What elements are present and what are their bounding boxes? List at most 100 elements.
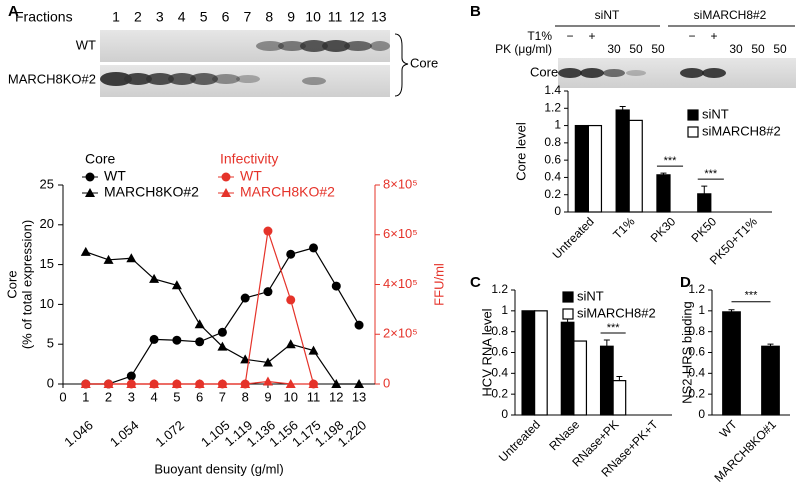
x-tick-label: T1% bbox=[610, 214, 638, 242]
series-line bbox=[85, 247, 360, 385]
x-tick-label: 10 bbox=[284, 389, 298, 404]
y-tick-label: 1.2 bbox=[544, 100, 561, 114]
marker bbox=[103, 254, 114, 264]
y-tick-label: 0.6 bbox=[688, 345, 705, 359]
marker bbox=[240, 293, 250, 303]
marker bbox=[217, 379, 228, 388]
bracket bbox=[394, 33, 409, 97]
x-tick-label: 2 bbox=[105, 389, 112, 404]
marker bbox=[172, 335, 182, 345]
y-tick-label: 1 bbox=[554, 118, 561, 132]
y-axis-label: (% of total expression) bbox=[19, 220, 34, 349]
legend-swatch bbox=[562, 291, 574, 303]
marker bbox=[194, 319, 205, 329]
significance-label: *** bbox=[664, 155, 678, 167]
lane-label: 13 bbox=[371, 9, 387, 25]
lane-label: 30 bbox=[729, 42, 743, 56]
marker bbox=[331, 281, 341, 291]
marker bbox=[221, 172, 231, 182]
x-tick-label: 12 bbox=[329, 389, 343, 404]
y-axis-label: Core bbox=[4, 270, 19, 298]
y-tick-label: 1 bbox=[501, 303, 508, 317]
y-tick-label: 0.4 bbox=[491, 366, 508, 380]
marker bbox=[286, 295, 296, 305]
bar bbox=[521, 310, 536, 416]
blot-target: Core bbox=[410, 55, 438, 70]
marker bbox=[149, 273, 160, 283]
lane-label: 50 bbox=[751, 42, 765, 56]
x-tick-label: 0 bbox=[59, 389, 66, 404]
lane-label: 1 bbox=[112, 9, 120, 25]
y-tick-label: 1.2 bbox=[491, 282, 508, 296]
error-bar bbox=[660, 172, 667, 175]
y-tick-label: 10 bbox=[40, 296, 54, 311]
x-tick-label: RNase bbox=[546, 417, 582, 453]
marker bbox=[309, 243, 319, 253]
y-tick-label: 0.4 bbox=[544, 170, 561, 184]
x-tick-label: 13 bbox=[352, 389, 366, 404]
group-label: siNT bbox=[595, 8, 620, 22]
marker bbox=[80, 379, 91, 388]
bar bbox=[574, 124, 589, 213]
x-tick-label: 11 bbox=[307, 389, 321, 404]
marker bbox=[103, 379, 114, 388]
lane-label: 30 bbox=[607, 42, 621, 56]
bar bbox=[628, 119, 643, 213]
legend-label: WT bbox=[104, 168, 126, 184]
x-tick-label: WT bbox=[717, 417, 741, 441]
y2-tick-label: 4×10⁵ bbox=[383, 276, 418, 291]
y2-axis-label: FFU/ml bbox=[431, 263, 446, 306]
density-label: 1.072 bbox=[152, 417, 187, 449]
bar bbox=[599, 345, 614, 416]
lane-label: 8 bbox=[265, 9, 273, 25]
error-bar bbox=[616, 375, 623, 381]
lane-label: 50 bbox=[651, 42, 665, 56]
y-tick-label: 5 bbox=[47, 336, 54, 351]
marker bbox=[240, 354, 251, 364]
lane-label: + bbox=[710, 29, 717, 43]
marker bbox=[217, 341, 228, 351]
y-tick-label: 1.2 bbox=[688, 282, 705, 296]
marker bbox=[171, 280, 182, 290]
marker bbox=[221, 188, 231, 197]
y-tick-label: 0.4 bbox=[688, 366, 705, 380]
y-tick-label: 25 bbox=[40, 176, 54, 191]
series-line bbox=[85, 230, 315, 385]
y-tick-label: 1 bbox=[698, 303, 705, 317]
lane-label: − bbox=[566, 29, 573, 43]
lane-label: 50 bbox=[773, 42, 787, 56]
x-tick-label: 3 bbox=[128, 389, 135, 404]
blot-row-label: PK (μg/ml) bbox=[495, 42, 552, 56]
y-tick-label: 0.8 bbox=[544, 135, 561, 149]
marker bbox=[240, 379, 251, 388]
blot-row-label: WT bbox=[76, 37, 96, 52]
x-tick-label: Untreated bbox=[496, 417, 543, 464]
bar bbox=[697, 193, 712, 213]
legend-label: WT bbox=[240, 168, 262, 184]
x-axis-label: Buoyant density (g/ml) bbox=[154, 461, 283, 476]
bar bbox=[656, 174, 671, 213]
bar bbox=[587, 124, 603, 213]
lane-label: 11 bbox=[328, 9, 343, 25]
x-tick-label: 1 bbox=[82, 389, 89, 404]
y-tick-label: 0.8 bbox=[688, 324, 705, 338]
density-label: 1.046 bbox=[61, 417, 96, 449]
lane-label: 4 bbox=[178, 9, 186, 25]
legend-swatch bbox=[562, 308, 574, 320]
lane-label: 10 bbox=[305, 9, 321, 25]
y-axis-label: HCV RNA level bbox=[479, 308, 494, 396]
x-tick-label: 5 bbox=[173, 389, 180, 404]
panel-label: D bbox=[680, 274, 691, 291]
legend-label: siNT bbox=[577, 288, 604, 303]
marker bbox=[126, 379, 137, 388]
bar bbox=[573, 340, 588, 416]
legend-title: Infectivity bbox=[220, 151, 278, 167]
y-tick-label: 0.8 bbox=[491, 324, 508, 338]
lane-label: 2 bbox=[134, 9, 142, 25]
y2-tick-label: 2×10⁵ bbox=[383, 326, 418, 341]
y2-tick-label: 0 bbox=[383, 375, 390, 390]
y2-tick-label: 8×10⁵ bbox=[383, 176, 418, 191]
blot-row-label: T1% bbox=[527, 29, 552, 43]
y-tick-label: 0 bbox=[501, 407, 508, 421]
legend-label: MARCH8KO#2 bbox=[104, 184, 199, 200]
